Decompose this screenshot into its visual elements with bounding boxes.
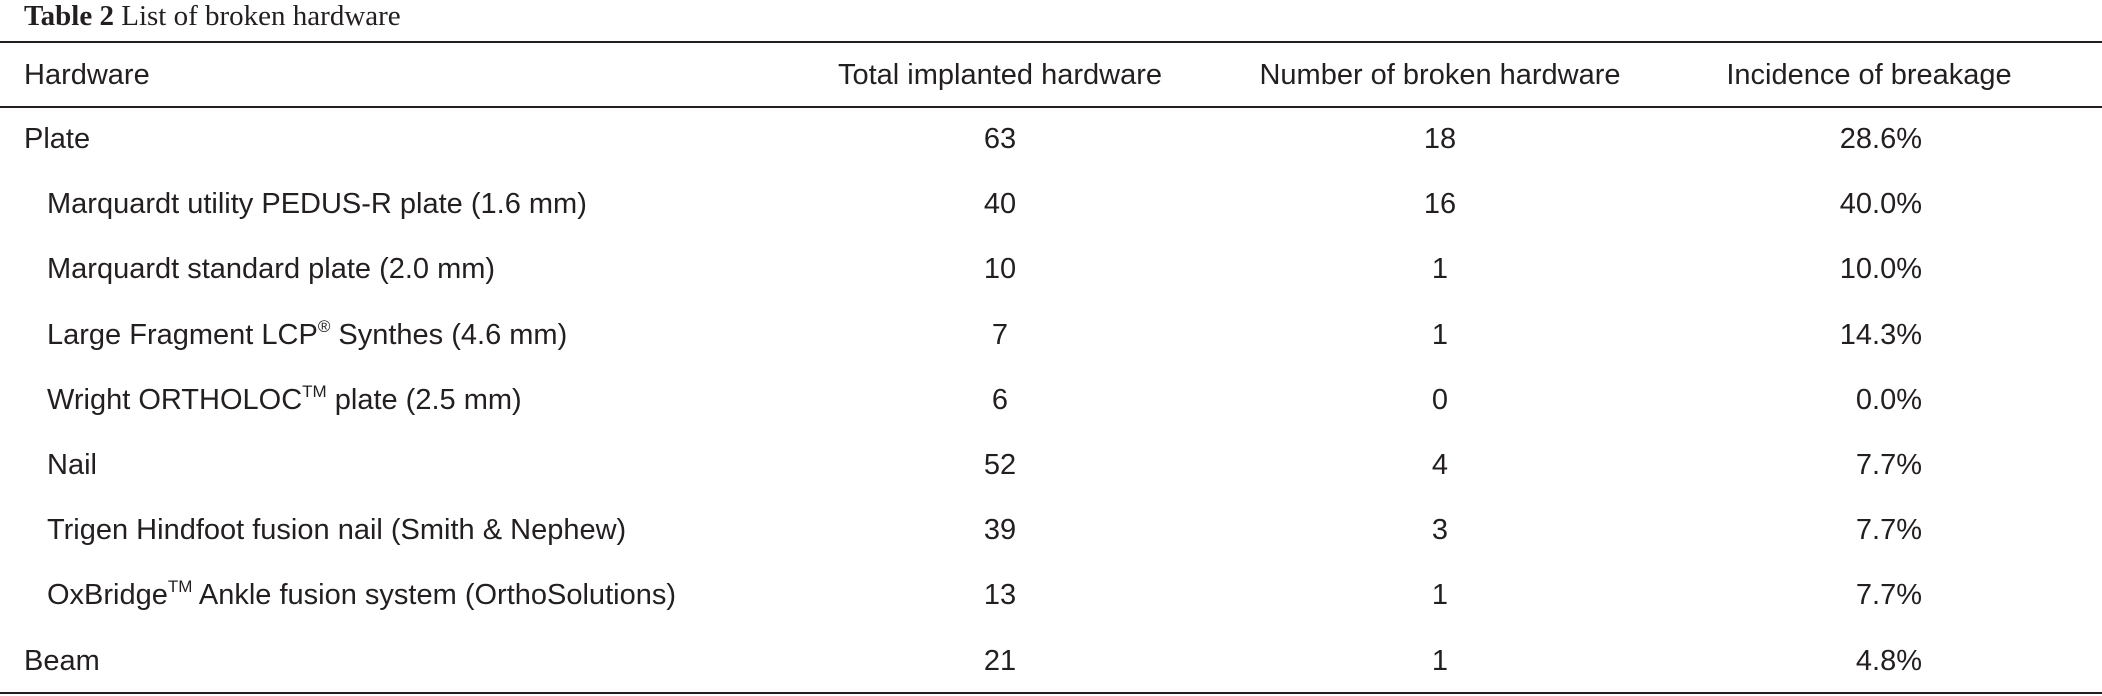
broken-cell: 1 (1431, 644, 1449, 677)
broken-cell: 16 (1423, 188, 1457, 221)
label-text: Large Fragment LCP (47, 318, 318, 351)
caption: Table 2 List of broken hardware (24, 0, 401, 32)
header-cell: Number of broken hardware (1259, 59, 1621, 91)
total-cell: 52 (983, 449, 1017, 481)
total-cell: 10 (983, 253, 1017, 286)
row-label: Nail (47, 447, 97, 483)
incidence-cell: 40.0% (1839, 188, 1922, 221)
incidence-cell: 28.6% (1839, 123, 1922, 155)
incidence-cell: 7.7% (1855, 449, 1922, 481)
total-cell: 21 (983, 644, 1017, 677)
header-cell: Incidence of breakage (1726, 59, 2012, 91)
row-label: OxBridgeTM Ankle fusion system (OrthoSol… (47, 577, 676, 613)
label-text: OxBridge (47, 579, 168, 612)
row-label: Plate (24, 121, 90, 157)
incidence-cell: 7.7% (1855, 579, 1922, 612)
label-text: Marquardt standard plate (2.0 mm) (47, 253, 496, 286)
header-cell: Hardware (24, 59, 150, 91)
broken-cell: 1 (1431, 318, 1449, 351)
broken-cell: 18 (1423, 123, 1457, 155)
total-cell: 13 (983, 579, 1017, 612)
label-text: Marquardt utility PEDUS-R plate (1.6 mm) (47, 188, 587, 221)
row-label: Wright ORTHOLOCTM plate (2.5 mm) (47, 382, 522, 418)
row-label: Large Fragment LCP® Synthes (4.6 mm) (47, 317, 567, 353)
label-text: plate (2.5 mm) (326, 383, 522, 416)
row-label: Trigen Hindfoot fusion nail (Smith & Nep… (47, 512, 626, 548)
label-superscript: TM (302, 381, 327, 401)
header-rule (0, 106, 2102, 108)
label-text: Nail (47, 449, 97, 481)
incidence-cell: 4.8% (1855, 644, 1922, 677)
label-text: Synthes (4.6 mm) (330, 318, 568, 351)
label-text: Trigen Hindfoot fusion nail (Smith & Nep… (47, 514, 627, 547)
header-cell: Total implanted hardware (837, 59, 1163, 91)
bottom-rule (0, 692, 2102, 694)
row-label: Beam (24, 643, 100, 679)
total-cell: 7 (991, 318, 1009, 351)
row-label: Marquardt utility PEDUS-R plate (1.6 mm) (47, 186, 587, 222)
caption-title: List of broken hardware (121, 0, 401, 32)
incidence-cell: 14.3% (1839, 318, 1922, 351)
total-cell: 39 (983, 514, 1017, 547)
top-rule (0, 41, 2102, 43)
incidence-cell: 0.0% (1855, 383, 1922, 416)
broken-cell: 3 (1431, 514, 1449, 547)
broken-cell: 4 (1431, 449, 1449, 481)
label-superscript: ® (317, 316, 331, 336)
incidence-cell: 10.0% (1839, 253, 1922, 286)
label-text: Ankle fusion system (OrthoSolutions) (192, 579, 676, 612)
label-superscript: TM (167, 577, 193, 597)
broken-cell: 0 (1431, 383, 1449, 416)
label-text: Beam (24, 644, 100, 677)
total-cell: 63 (983, 123, 1017, 155)
total-cell: 6 (991, 383, 1009, 416)
total-cell: 40 (983, 188, 1017, 221)
label-text: Wright ORTHOLOC (47, 383, 303, 416)
incidence-cell: 7.7% (1855, 514, 1922, 547)
caption-label: Table 2 (24, 0, 114, 32)
label-text: Plate (24, 123, 91, 155)
broken-cell: 1 (1431, 579, 1449, 612)
broken-cell: 1 (1431, 253, 1449, 286)
row-label: Marquardt standard plate (2.0 mm) (47, 251, 495, 287)
